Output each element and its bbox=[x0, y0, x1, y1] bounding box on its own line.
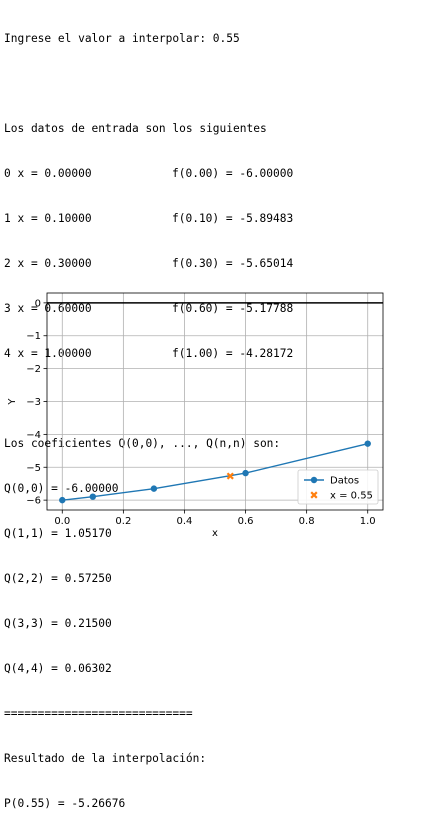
data-row: 3 x = 0.60000 f(0.60) = -5.17788 bbox=[4, 301, 293, 316]
result-value: P(0.55) = -5.26676 bbox=[4, 797, 126, 810]
y-axis-label: Y bbox=[7, 398, 18, 406]
coef-line: Q(1,1) = 1.05170 bbox=[4, 527, 112, 540]
coef-line: Q(4,4) = 0.06302 bbox=[4, 662, 112, 675]
x-tick-label: 1.0 bbox=[360, 516, 376, 527]
data-row: 0 x = 0.00000 f(0.00) = -6.00000 bbox=[4, 166, 293, 181]
data-point bbox=[59, 496, 66, 504]
x-axis-label: x bbox=[212, 528, 218, 538]
x-tick-label: 0.4 bbox=[177, 516, 193, 527]
data-row-f: f(0.00) = -6.00000 bbox=[172, 167, 294, 180]
y-tick-label: −6 bbox=[26, 496, 41, 507]
data-row-x: 1 x = 0.10000 bbox=[4, 212, 92, 225]
data-row-x: 0 x = 0.00000 bbox=[4, 167, 92, 180]
data-row-x: 4 x = 1.00000 bbox=[4, 347, 92, 360]
data-point bbox=[89, 493, 97, 500]
coef-header: Los coeficientes Q(0,0), ..., Q(n,n) son… bbox=[4, 437, 281, 450]
x-tick-label: 0.8 bbox=[299, 516, 315, 527]
legend-marker-interpolated bbox=[310, 491, 318, 499]
x-tick-label: 0.0 bbox=[54, 516, 70, 527]
coef-line: Q(2,2) = 0.57250 bbox=[4, 572, 112, 585]
data-header: Los datos de entrada son los siguientes bbox=[4, 122, 267, 135]
y-tick-label: 0 bbox=[35, 298, 41, 309]
legend-box bbox=[297, 469, 379, 505]
data-row: 4 x = 1.00000 f(1.00) = -4.28172 bbox=[4, 346, 293, 361]
data-point bbox=[242, 469, 249, 477]
separator-line: ============================ bbox=[4, 707, 193, 720]
y-tick-label: −3 bbox=[26, 397, 41, 408]
data-point bbox=[364, 440, 371, 447]
data-point bbox=[150, 485, 158, 492]
y-tick-label: −5 bbox=[26, 463, 41, 474]
data-row-x: 3 x = 0.60000 bbox=[4, 302, 92, 315]
result-header: Resultado de la interpolación: bbox=[4, 752, 207, 765]
data-row-x: 2 x = 0.30000 bbox=[4, 257, 92, 270]
legend-label-interpolated: x = 0.55 bbox=[330, 491, 373, 502]
coef-line: Q(0,0) = -6.00000 bbox=[4, 482, 119, 495]
interpolated-point bbox=[226, 472, 234, 480]
y-tick-label: −2 bbox=[26, 364, 41, 375]
blank-line bbox=[4, 76, 293, 91]
legend-label-datos: Datos bbox=[330, 476, 359, 487]
interpolation-plot: 0.0 0.2 0.4 0.6 0.8 1.0 0 −1 −2 −3 −4 −5 −6 x Y Datos x … bbox=[7, 292, 384, 538]
data-row-f: f(0.60) = -5.17788 bbox=[172, 302, 294, 315]
legend-marker-datos bbox=[310, 476, 318, 484]
data-row-f: f(1.00) = -4.28172 bbox=[172, 347, 294, 360]
x-tick-label: 0.6 bbox=[238, 516, 254, 527]
data-row-f: f(0.10) = -5.89483 bbox=[172, 212, 294, 225]
y-tick-label: −4 bbox=[26, 430, 41, 441]
data-row-f: f(0.30) = -5.65014 bbox=[172, 257, 294, 270]
data-row: 2 x = 0.30000 f(0.30) = -5.65014 bbox=[4, 256, 293, 271]
input-prompt: Ingrese el valor a interpolar: 0.55 bbox=[4, 32, 240, 45]
x-tick-label: 0.2 bbox=[115, 516, 131, 527]
y-tick-label: −1 bbox=[26, 331, 41, 342]
data-row: 1 x = 0.10000 f(0.10) = -5.89483 bbox=[4, 211, 293, 226]
coef-line: Q(3,3) = 0.21500 bbox=[4, 617, 112, 630]
